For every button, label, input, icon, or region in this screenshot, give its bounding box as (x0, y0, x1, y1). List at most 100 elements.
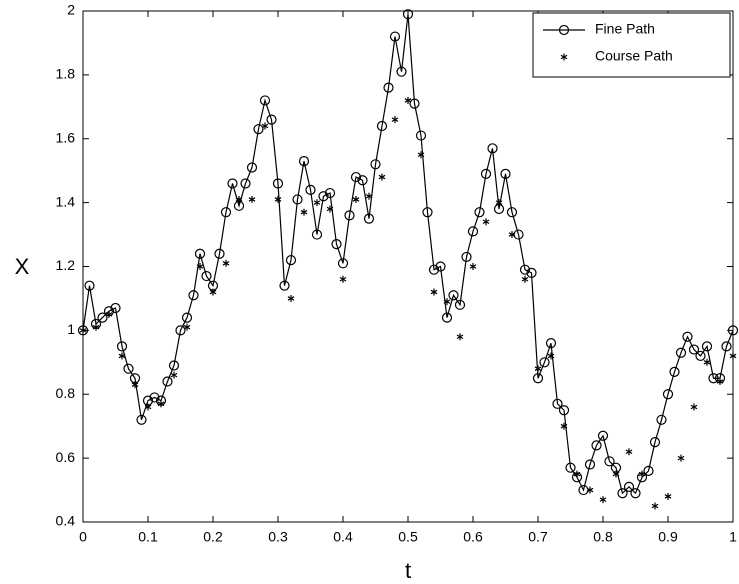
circle-marker (116, 341, 128, 352)
circle-marker (428, 264, 440, 275)
circle-marker (136, 414, 147, 425)
circle-marker (110, 302, 121, 314)
circle-marker (467, 226, 479, 237)
circle-marker (344, 210, 355, 221)
circle-marker (305, 184, 316, 195)
star-stroke (482, 219, 490, 225)
star-stroke (326, 206, 334, 212)
star-stroke (261, 123, 269, 129)
x-tick-label: 0.3 (268, 529, 288, 545)
star-stroke (560, 423, 568, 429)
circle-marker (448, 290, 459, 301)
star-stroke (274, 197, 282, 202)
star-stroke (417, 152, 425, 157)
star-stroke (573, 471, 581, 477)
circle-marker (727, 325, 739, 336)
star-stroke (404, 98, 412, 103)
x-tick-label: 0.2 (203, 529, 223, 545)
star-marker (235, 195, 243, 203)
star-stroke (183, 324, 191, 330)
star-marker (495, 199, 503, 207)
circle-marker (688, 344, 700, 355)
circle-marker (578, 484, 589, 496)
circle-marker (168, 360, 180, 371)
star-stroke (209, 289, 217, 295)
star-marker (352, 195, 360, 203)
circle-marker (558, 405, 570, 416)
star-marker (443, 298, 451, 306)
circle-marker (376, 120, 388, 132)
star-marker (274, 195, 282, 203)
circle-marker (474, 207, 485, 218)
y-tick-label: 2 (67, 2, 75, 18)
star-stroke (378, 174, 386, 180)
star-stroke (599, 497, 607, 502)
x-tick-label: 0.6 (463, 529, 483, 545)
star-stroke (664, 494, 672, 499)
star-marker (79, 326, 87, 334)
circle-marker (285, 255, 297, 266)
star-stroke (157, 401, 165, 407)
star-marker (131, 381, 139, 389)
star-marker (521, 275, 529, 283)
star-stroke (716, 379, 724, 384)
star-marker (638, 470, 646, 478)
circle-marker (311, 229, 323, 240)
legend-label: Fine Path (595, 21, 655, 37)
circle-marker (389, 31, 401, 42)
circle-marker (214, 248, 225, 259)
star-marker (326, 205, 334, 213)
circle-marker (649, 437, 661, 448)
star-stroke (92, 324, 100, 330)
star-marker (573, 470, 581, 478)
legend-marker (558, 24, 570, 36)
circle-marker (337, 258, 349, 269)
star-stroke (144, 404, 152, 410)
star-stroke (443, 299, 451, 304)
star-marker (599, 496, 607, 504)
star-marker (677, 454, 685, 462)
circle-marker (77, 325, 89, 336)
circle-marker (662, 389, 674, 400)
star-stroke (612, 471, 620, 477)
star-stroke (118, 353, 126, 359)
circle-marker (84, 280, 95, 291)
circle-marker (480, 168, 492, 179)
circle-marker (272, 178, 284, 189)
circle-marker (396, 66, 407, 77)
circle-marker (292, 194, 303, 205)
star-marker (651, 502, 659, 510)
star-marker (287, 294, 295, 302)
star-stroke (677, 455, 685, 461)
star-stroke (391, 117, 399, 122)
star-marker (404, 96, 412, 104)
circle-marker (402, 9, 414, 20)
star-marker (196, 263, 204, 270)
star-stroke (339, 277, 347, 282)
star-marker (183, 323, 191, 331)
star-marker (625, 448, 633, 456)
star-stroke (430, 289, 438, 295)
circle-marker (441, 312, 453, 323)
star-marker (612, 470, 620, 478)
circle-marker (253, 124, 264, 135)
circle-marker (227, 178, 238, 189)
circle-marker (721, 341, 732, 352)
star-stroke (131, 382, 139, 387)
star-marker (430, 288, 438, 296)
star-stroke (248, 197, 256, 202)
star-stroke (625, 449, 633, 455)
star-stroke (690, 404, 698, 410)
circle-marker (201, 270, 212, 282)
circle-marker (194, 248, 206, 259)
star-stroke (495, 200, 503, 205)
star-stroke (456, 334, 464, 340)
x-tick-label: 0.4 (333, 529, 353, 545)
circle-marker (682, 331, 693, 342)
star-stroke (300, 209, 308, 215)
star-marker (703, 358, 711, 366)
circle-marker (370, 159, 381, 170)
legend-label: Course Path (595, 48, 673, 64)
circle-marker (97, 312, 108, 323)
